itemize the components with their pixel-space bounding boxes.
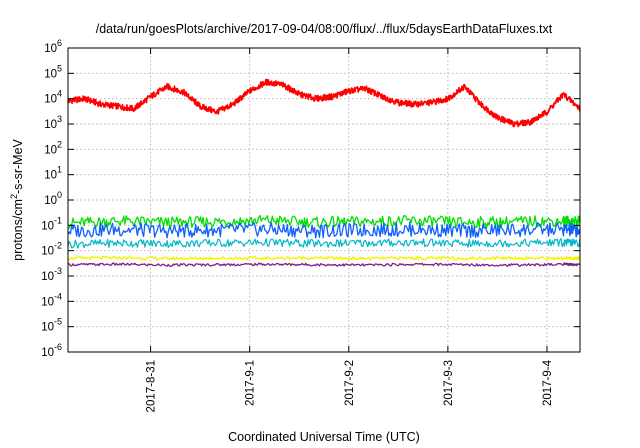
series-line — [67, 214, 581, 230]
y-tick-label: 10-2 — [41, 241, 62, 258]
y-tick-label: 10-4 — [41, 291, 62, 308]
x-axis-label: Coordinated Universal Time (UTC) — [228, 430, 420, 444]
y-tick-label: 10-3 — [41, 266, 62, 283]
y-tick-label: 105 — [44, 63, 62, 80]
x-tick-label: 2017-9-1 — [245, 360, 257, 406]
grid — [68, 48, 580, 352]
y-tick-label: 102 — [44, 139, 62, 156]
series-line — [67, 78, 581, 128]
y-tick-label: 10-1 — [41, 215, 62, 232]
y-tick-label: 10-5 — [41, 317, 62, 334]
y-tick-label: 100 — [44, 190, 62, 207]
x-tick-label: 2017-9-3 — [443, 360, 455, 406]
y-axis-label: protons/cm2-s-sr-MeV — [9, 138, 25, 260]
x-tick-label: 2017-8-31 — [146, 360, 158, 412]
y-axis: 106 105 104 103 102 101 100 10-1 10-2 10-3 10-4 10-… — [41, 38, 580, 359]
x-tick-label: 2017-9-4 — [542, 359, 554, 406]
series-line — [67, 255, 581, 261]
series-line — [67, 238, 581, 249]
chart-title: /data/run/goesPlots/archive/2017-09-04/0… — [96, 22, 553, 36]
y-tick-label: 10-6 — [41, 342, 62, 359]
y-tick-label: 104 — [44, 89, 62, 106]
series-line — [67, 262, 581, 267]
series-line — [67, 221, 581, 239]
y-tick-label: 106 — [44, 38, 62, 55]
x-axis: 2017-8-31 2017-9-1 2017-9-2 2017-9-3 2017-9-… — [146, 48, 554, 412]
y-tick-label: 103 — [44, 114, 62, 131]
x-tick-label: 2017-9-2 — [344, 360, 356, 406]
y-tick-label: 101 — [44, 165, 62, 182]
series-lines — [67, 78, 581, 267]
